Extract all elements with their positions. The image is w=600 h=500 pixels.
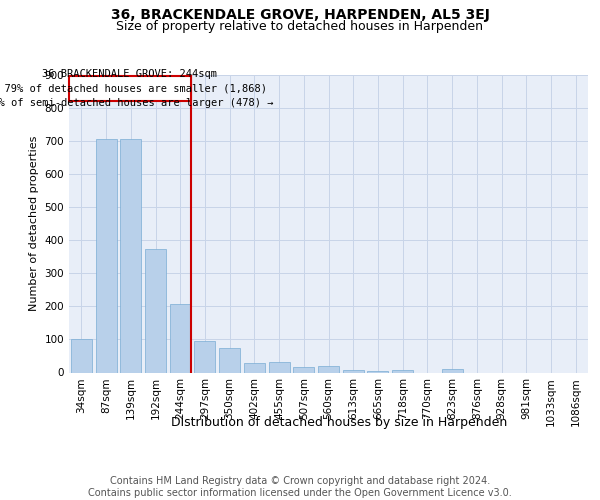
Bar xyxy=(293,366,314,372)
Bar xyxy=(343,370,364,372)
Text: 36 BRACKENDALE GROVE: 244sqm
← 79% of detached houses are smaller (1,868)
20% of: 36 BRACKENDALE GROVE: 244sqm ← 79% of de… xyxy=(0,70,274,108)
Bar xyxy=(95,139,116,372)
Bar xyxy=(71,340,92,372)
Y-axis label: Number of detached properties: Number of detached properties xyxy=(29,136,39,312)
Bar xyxy=(367,371,388,372)
Bar xyxy=(145,248,166,372)
Text: 36, BRACKENDALE GROVE, HARPENDEN, AL5 3EJ: 36, BRACKENDALE GROVE, HARPENDEN, AL5 3E… xyxy=(110,8,490,22)
Bar xyxy=(442,369,463,372)
Bar xyxy=(244,362,265,372)
Text: Size of property relative to detached houses in Harpenden: Size of property relative to detached ho… xyxy=(116,20,484,33)
Bar xyxy=(318,366,339,372)
Bar xyxy=(219,348,240,372)
Bar xyxy=(194,341,215,372)
Text: Distribution of detached houses by size in Harpenden: Distribution of detached houses by size … xyxy=(171,416,507,429)
Bar xyxy=(392,370,413,372)
FancyBboxPatch shape xyxy=(69,76,191,102)
Text: Contains HM Land Registry data © Crown copyright and database right 2024.
Contai: Contains HM Land Registry data © Crown c… xyxy=(88,476,512,498)
Bar xyxy=(269,362,290,372)
Bar xyxy=(120,139,141,372)
Bar xyxy=(170,304,191,372)
